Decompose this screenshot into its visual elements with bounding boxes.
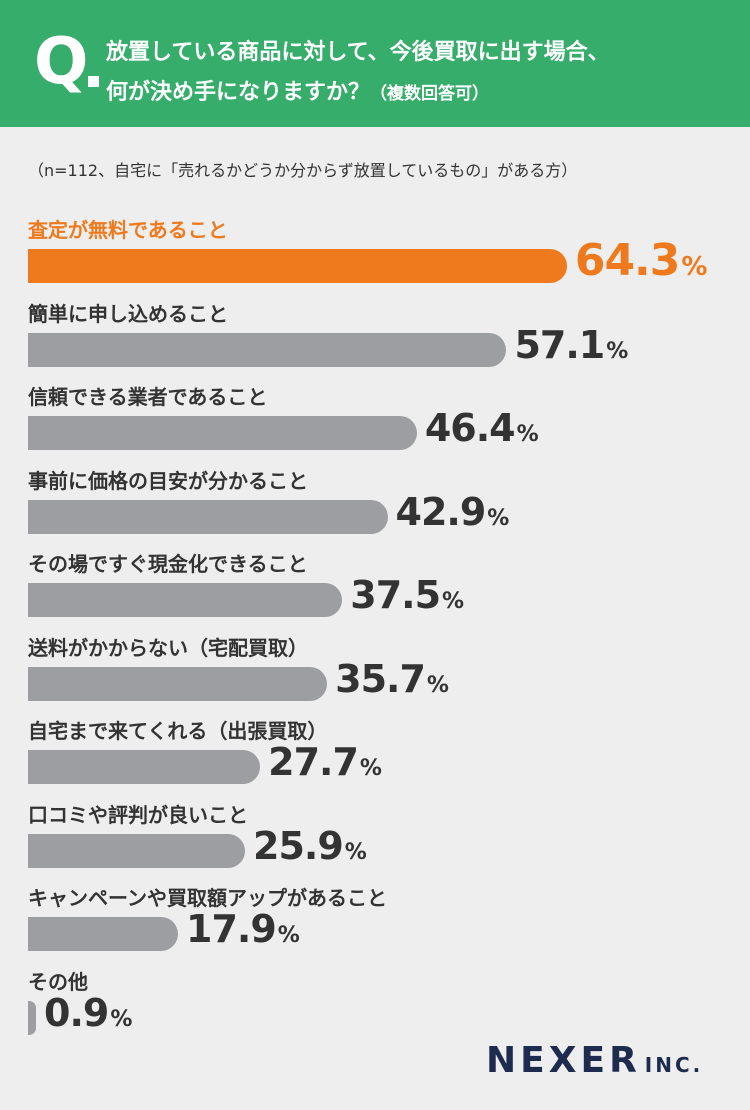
value-unit: % [110,1006,133,1032]
value-unit: % [277,923,300,948]
category-label: 信頼できる業者であること [28,385,268,409]
value-unit: % [487,505,510,531]
bar [28,416,417,450]
value-label: 42.9% [396,490,510,534]
value-unit: % [681,252,708,282]
bar [28,833,246,868]
value-label: 17.9% [186,907,300,951]
value-number: 46.4 [424,406,516,450]
q-mark: Q [34,25,89,99]
category-label: 送料がかからない（宅配買取） [28,635,308,660]
logo-main: NEXER [486,1040,641,1081]
value-unit: % [516,422,539,447]
value-unit: % [442,589,465,614]
bar [28,499,388,534]
value-label: 64.3% [575,235,708,286]
value-label: 57.1% [514,323,628,367]
value-number: 64.3 [574,235,681,286]
value-unit: % [344,839,367,865]
value-number: 0.9 [44,990,109,1035]
category-label: その場ですぐ現金化できること [28,552,308,576]
question-note: （複数回答可） [370,84,490,104]
bar [28,1000,36,1035]
value-label: 0.9% [44,991,132,1035]
value-number: 27.7 [268,740,359,784]
value-unit: % [426,672,449,698]
value-number: 42.9 [395,489,487,534]
question-line-2: 何が決め手になりますか？（複数回答可） [106,74,489,106]
category-label: 簡単に申し込めること [28,301,228,326]
category-label: キャンペーンや買取額アップがあること [28,886,387,910]
question-text: 何が決め手になりますか？ [106,80,371,105]
bar [28,917,178,951]
category-label: その他 [28,969,88,994]
bar [28,583,343,617]
value-number: 35.7 [335,656,426,701]
value-unit: % [359,756,382,781]
category-label: 口コミや評判が良いこと [28,802,248,827]
value-label: 37.5% [350,573,464,617]
bar [28,750,261,784]
bar [28,332,507,367]
q-dot [88,76,99,87]
value-number: 25.9 [253,823,344,868]
question-header: Q 放置している商品に対して、今後買取に出す場合、 何が決め手になりますか？（複… [0,0,750,127]
category-label: 事前に価格の目安が分かること [28,468,308,493]
value-number: 37.5 [350,573,441,617]
category-label: 自宅まで来てくれる（出張買取） [28,719,328,743]
value-label: 46.4% [425,406,539,450]
bar [28,249,567,283]
question-line-1: 放置している商品に対して、今後買取に出す場合、 [106,40,610,65]
value-number: 57.1 [514,322,605,367]
logo-suffix: INC. [644,1053,704,1077]
nexer-logo: NEXER INC. [486,1040,703,1081]
value-label: 35.7% [335,657,449,701]
value-unit: % [606,338,629,364]
value-label: 27.7% [268,740,382,784]
value-label: 25.9% [253,824,367,868]
value-number: 17.9 [186,907,277,951]
category-label: 査定が無料であること [28,218,228,242]
bar [28,666,328,701]
sample-note: （n=112、自宅に「売れるかどうか分からず放置しているもの」がある方） [28,161,578,180]
